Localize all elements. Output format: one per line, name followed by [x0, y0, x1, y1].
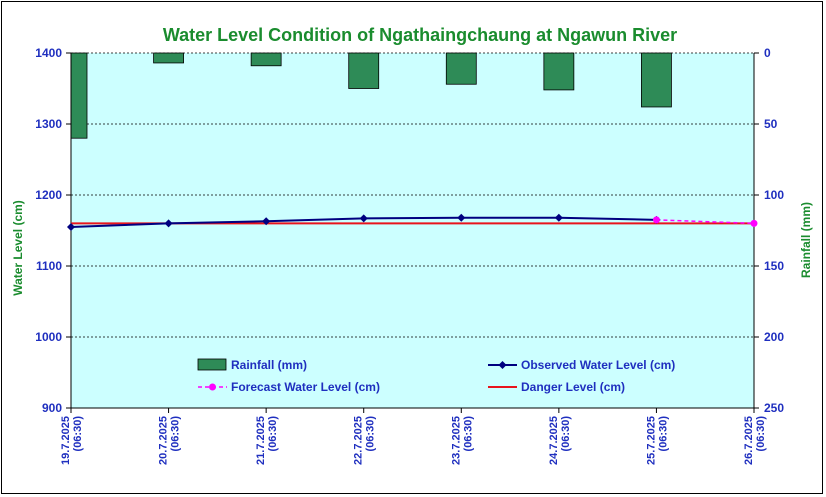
y-right-tick-label: 250	[764, 401, 784, 415]
legend-danger-label: Danger Level (cm)	[521, 380, 625, 394]
y-axis-right-title: Rainfall (mm)	[799, 202, 813, 278]
rainfall-bar	[543, 52, 575, 91]
rainfall-bar	[641, 52, 672, 108]
rainfall-bar	[153, 52, 184, 64]
x-tick-label-time: (06:30)	[657, 416, 669, 452]
plot-background	[71, 53, 754, 408]
y-left-tick-label: 1300	[35, 117, 62, 131]
observed-point	[67, 222, 75, 231]
rainfall-bar	[348, 52, 380, 89]
y-left-tick-label: 900	[42, 401, 62, 415]
x-tick-label-date: 21.7.2025	[255, 416, 267, 465]
y-left-tick-label: 1000	[35, 330, 62, 344]
rainfall-bar	[70, 52, 88, 139]
x-tick-label-date: 19.7.2025	[60, 416, 72, 465]
x-tick-label-date: 24.7.2025	[548, 416, 560, 465]
y-left-tick-label: 1400	[35, 46, 62, 60]
rainfall-bar	[250, 52, 282, 67]
y-left-tick-label: 1200	[35, 188, 62, 202]
x-tick-label-date: 20.7.2025	[158, 416, 170, 465]
forecast-line	[656, 219, 755, 225]
y-right-tick-label: 150	[764, 259, 784, 273]
x-tick-label-time: (06:30)	[365, 416, 377, 452]
observed-point	[554, 213, 563, 222]
x-tick-label-date: 26.7.2025	[743, 416, 755, 465]
x-tick-label-date: 22.7.2025	[353, 416, 365, 465]
y-right-tick-label: 100	[764, 188, 784, 202]
forecast-point	[750, 219, 758, 227]
x-tick-label-time: (06:30)	[267, 416, 279, 452]
x-tick-label-time: (06:30)	[72, 416, 84, 452]
y-right-tick-label: 50	[764, 117, 778, 131]
legend-forecast-label: Forecast Water Level (cm)	[231, 380, 380, 394]
x-tick-label-date: 25.7.2025	[645, 416, 657, 465]
legend-rainfall-label: Rainfall (mm)	[231, 358, 307, 372]
observed-point	[457, 213, 466, 222]
observed-point	[262, 217, 271, 226]
x-tick-label-time: (06:30)	[462, 416, 474, 452]
plot-area: 900 1000 1100 1200 1300 1400 0 50 100 150 200 250 19…	[35, 46, 784, 465]
observed-point	[164, 219, 173, 228]
y-right-tick-label: 200	[764, 330, 784, 344]
legend: Rainfall (mm) Observed Water Level (cm) …	[197, 358, 675, 394]
rainfall-bar	[445, 52, 477, 85]
y-axis-left-title: Water Level (cm)	[11, 200, 25, 296]
legend-rainfall-swatch	[197, 358, 227, 371]
forecast-point	[652, 216, 660, 224]
x-tick-label-time: (06:30)	[560, 416, 572, 452]
legend-forecast-marker	[209, 383, 216, 391]
chart-title: Water Level Condition of Ngathaingchaung…	[163, 25, 677, 45]
x-tick-label-time: (06:30)	[755, 416, 767, 452]
x-tick-label-time: (06:30)	[170, 416, 182, 452]
observed-point	[359, 214, 368, 223]
legend-observed-label: Observed Water Level (cm)	[521, 358, 675, 372]
x-tick-label-date: 23.7.2025	[450, 416, 462, 465]
y-right-tick-label: 0	[764, 46, 771, 60]
legend-observed-marker	[498, 361, 507, 369]
y-left-tick-label: 1100	[36, 259, 62, 273]
